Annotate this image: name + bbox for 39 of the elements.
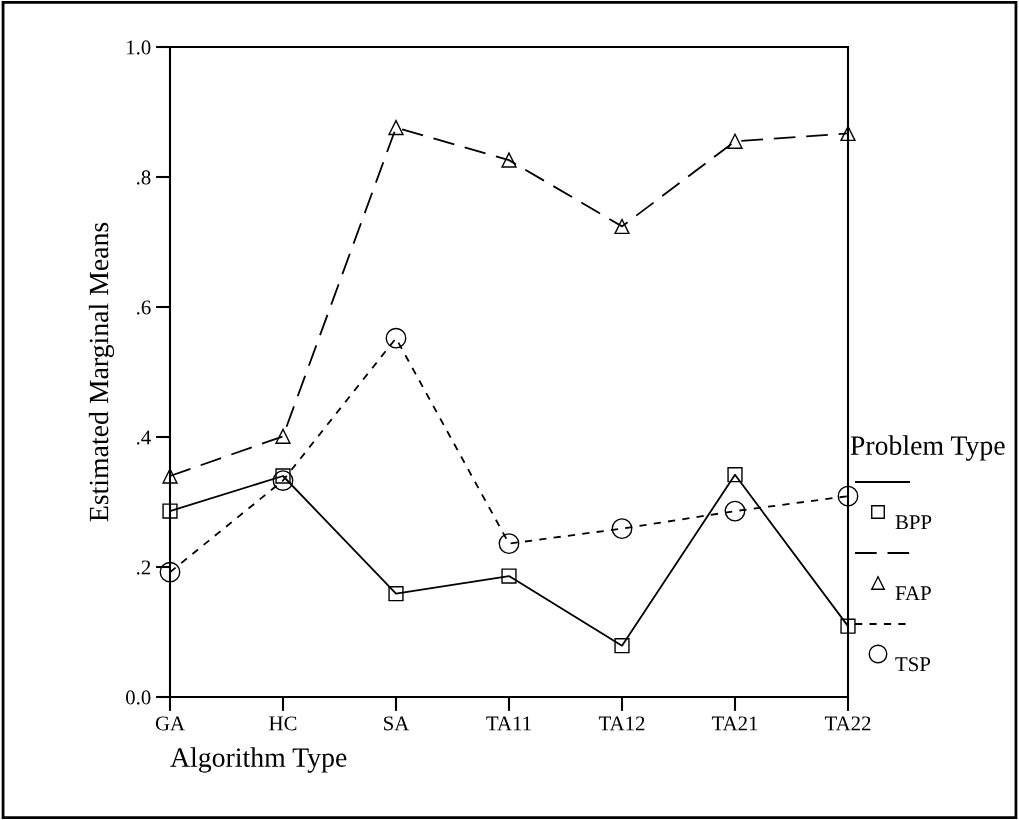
point xyxy=(162,503,178,519)
x-tick-label: TA22 xyxy=(824,716,871,731)
y-tick-label: 1.0 xyxy=(127,40,151,55)
point xyxy=(272,470,294,491)
x-tick-label: SA xyxy=(384,716,410,731)
point xyxy=(611,518,633,540)
point xyxy=(501,568,517,584)
legend-label: FAP xyxy=(895,586,931,601)
point xyxy=(727,467,743,483)
point xyxy=(159,561,181,583)
y-tick-label: .8 xyxy=(137,170,151,185)
x-tick-label: TA12 xyxy=(598,716,645,731)
point xyxy=(388,586,404,602)
x-tick-label: TA11 xyxy=(486,716,531,731)
x-axis-title: Algorithm Type xyxy=(170,747,347,773)
y-axis-title: Estimated Marginal Means xyxy=(88,222,115,522)
y-tick-label: 0.0 xyxy=(126,690,151,705)
point xyxy=(388,119,404,136)
point xyxy=(724,500,746,522)
x-tick-label: GA xyxy=(155,716,185,731)
point xyxy=(614,638,630,654)
point xyxy=(727,133,743,149)
x-tick-label: TA21 xyxy=(711,716,758,731)
point xyxy=(840,125,856,142)
point xyxy=(498,533,520,555)
point xyxy=(837,485,859,507)
legend-label: TSP xyxy=(895,657,931,672)
point xyxy=(840,618,856,634)
y-tick-label: .6 xyxy=(137,300,151,315)
point xyxy=(385,327,407,349)
point xyxy=(614,218,630,235)
x-tick-label: HC xyxy=(269,716,297,731)
y-tick-label: .4 xyxy=(137,430,151,445)
y-tick-label: .2 xyxy=(137,560,151,575)
point xyxy=(162,468,178,484)
legend-title: Problem Type xyxy=(850,435,1005,461)
point xyxy=(275,428,291,444)
legend-label: BPP xyxy=(895,515,932,530)
point xyxy=(501,152,517,168)
